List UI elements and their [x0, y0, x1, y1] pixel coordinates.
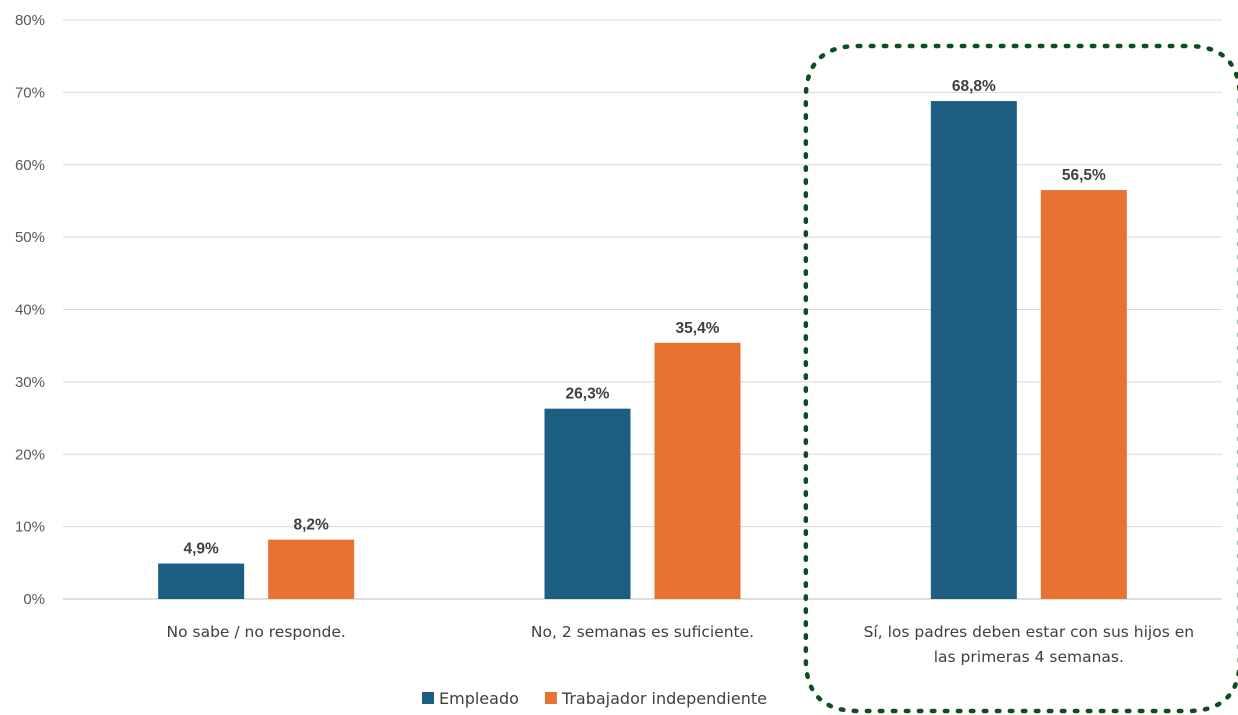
dotted-highlight-box	[803, 43, 1238, 714]
data-label: 4,9%	[183, 541, 219, 558]
gridlines	[63, 19, 1222, 600]
bar-empleado	[544, 408, 631, 599]
data-label: 56,5%	[1062, 167, 1106, 184]
bar-trabajador-independiente	[654, 342, 741, 599]
data-label: 35,4%	[676, 320, 720, 337]
data-label: 68,8%	[952, 78, 996, 95]
x-category-label: No, 2 semanas es suficiente.	[531, 623, 754, 641]
legend-label: Trabajador independiente	[561, 689, 767, 708]
legend-swatch	[544, 692, 557, 704]
y-tick-label: 60%	[15, 157, 45, 174]
y-tick-label: 80%	[15, 12, 45, 29]
bar-empleado	[930, 101, 1017, 599]
y-tick-label: 50%	[15, 229, 45, 246]
x-category-label: las primeras 4 semanas.	[934, 648, 1124, 666]
x-category-label: No sabe / no responde.	[166, 623, 345, 641]
bar-trabajador-independiente	[1040, 190, 1127, 600]
y-tick-label: 40%	[15, 302, 45, 319]
y-tick-label: 10%	[15, 519, 45, 536]
bar-trabajador-independiente	[268, 539, 355, 599]
data-label: 26,3%	[566, 386, 610, 403]
x-category-label: Sí, los padres deben estar con sus hijos…	[864, 623, 1194, 641]
bars	[158, 101, 1127, 600]
y-tick-label: 0%	[23, 591, 45, 608]
legend-label: Empleado	[439, 689, 519, 708]
data-labels: 4,9% 8,2% 26,3% 35,4% 68,8% 56,5%	[183, 78, 1106, 557]
bar-empleado	[158, 563, 245, 599]
highlight-annotation	[803, 43, 1238, 714]
y-axis: 0% 10% 20% 30% 40% 50% 60% 70% 80%	[15, 12, 45, 608]
y-tick-label: 30%	[15, 374, 45, 391]
y-tick-label: 20%	[15, 446, 45, 463]
x-axis: No sabe / no responde. No, 2 semanas es s…	[166, 623, 1194, 666]
legend: Empleado Trabajador independiente	[422, 689, 767, 708]
data-label: 8,2%	[293, 517, 329, 534]
y-tick-label: 70%	[15, 84, 45, 101]
legend-swatch	[422, 692, 434, 704]
